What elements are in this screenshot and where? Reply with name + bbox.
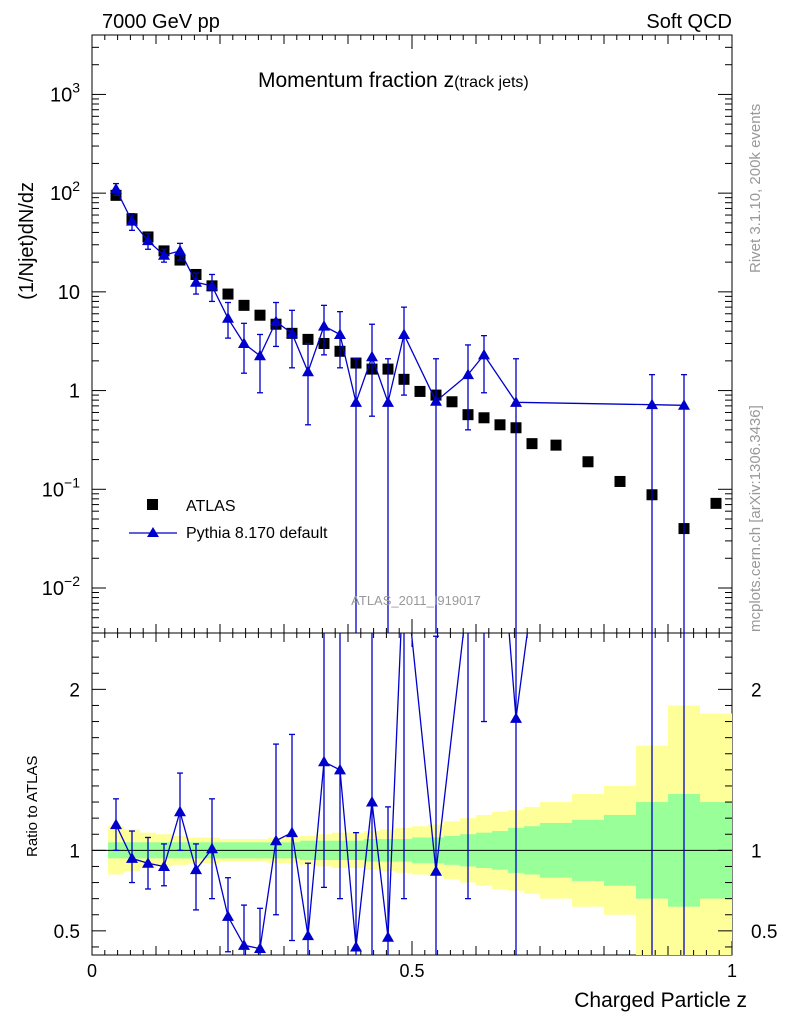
- ratio-tick-label-right: 2: [751, 680, 762, 701]
- pythia-point: [238, 337, 250, 348]
- y-tick-exponent: 2: [72, 178, 80, 194]
- pythia-point: [270, 315, 282, 327]
- atlas-point: [550, 439, 562, 451]
- ratio-tick-label-right: 1: [751, 841, 762, 862]
- y-tick-exponent: −2: [64, 573, 80, 589]
- y-axis-title: (1/Njet)dN/dz: [16, 182, 38, 300]
- x-tick-label: 0.5: [399, 961, 424, 981]
- y-tick-base: 1: [69, 381, 80, 403]
- ratio-point: [110, 818, 122, 830]
- ratio-tick-label: 1: [69, 841, 80, 862]
- atlas-point: [238, 299, 250, 311]
- ratio-point: [334, 763, 346, 775]
- y-tick-label: 103: [50, 79, 80, 106]
- energy-label: 7000 GeV pp: [102, 11, 220, 33]
- plot-title: Momentum fraction z(track jets): [258, 69, 529, 92]
- pythia-point: [254, 349, 266, 361]
- x-tick-label: 1: [727, 961, 737, 981]
- atlas-point: [526, 438, 538, 450]
- pythia-point: [222, 312, 234, 323]
- pythia-point: [478, 348, 490, 360]
- analysis-label: ATLAS_2011_I919017: [351, 593, 481, 608]
- plot-title-main: Momentum fraction z: [258, 69, 454, 92]
- y-tick-label: 102: [50, 178, 80, 205]
- atlas-point: [414, 385, 426, 397]
- pythia-point: [366, 350, 378, 362]
- ratio-pythia-clip: [110, 633, 685, 955]
- ratio-tick-label: 0.5: [54, 922, 80, 943]
- pythia-point: [430, 395, 442, 406]
- y-tick-exponent: 3: [72, 79, 80, 95]
- atlas-point: [494, 419, 506, 431]
- pythia-point: [334, 328, 346, 339]
- pythia-point: [302, 365, 314, 377]
- atlas-point: [582, 456, 594, 468]
- atlas-point: [614, 475, 626, 487]
- mcplots-label: mcplots.cern.ch [arXiv:1306.3436]: [747, 405, 764, 632]
- pythia-point: [126, 215, 138, 226]
- y-tick-base: 10: [42, 479, 64, 501]
- plot-title-sub: (track jets): [454, 74, 529, 91]
- y-tick-base: 10: [50, 183, 72, 205]
- y-tick-label: 1: [69, 381, 80, 403]
- pythia-point: [350, 396, 362, 407]
- pythia-point: [382, 396, 394, 407]
- pythia-point: [510, 396, 522, 407]
- main-frame: [91, 34, 733, 634]
- y-tick-label: 10−2: [42, 573, 80, 600]
- atlas-point: [302, 333, 314, 345]
- ratio-point: [366, 796, 378, 807]
- y-tick-base: 10: [58, 282, 80, 304]
- atlas-point: [254, 309, 266, 321]
- pythia-point: [318, 320, 330, 331]
- legend: ATLAS Pythia 8.170 default: [129, 498, 328, 542]
- y-tick-base: 10: [50, 84, 72, 106]
- atlas-point: [446, 396, 458, 408]
- ratio-axis-title: Ratio to ATLAS: [24, 756, 41, 857]
- pythia-point: [142, 234, 154, 246]
- pythia-point: [190, 276, 202, 287]
- pythia-point: [646, 398, 658, 410]
- pythia-point: [110, 183, 122, 194]
- pythia-series-line: [115, 188, 685, 406]
- legend-pythia-label: Pythia 8.170 default: [186, 525, 328, 542]
- pythia-point: [158, 249, 170, 260]
- pythia-point: [678, 399, 690, 410]
- pythia-point: [398, 328, 410, 339]
- y-tick-label: 10: [58, 282, 80, 304]
- y-tick-base: 10: [42, 578, 64, 600]
- y-tick-label: 10−1: [42, 474, 80, 501]
- x-axis-title: Charged Particle z: [574, 989, 747, 1012]
- ratio-tick-label: 2: [69, 680, 80, 701]
- atlas-point: [222, 288, 234, 300]
- legend-pythia-marker: [147, 527, 159, 537]
- atlas-point: [478, 412, 490, 424]
- ratio-point: [142, 857, 154, 868]
- rivet-label: Rivet 3.1.10, 200k events: [747, 104, 764, 273]
- ratio-tick-label-right: 0.5: [751, 922, 777, 943]
- y-tick-exponent: −1: [64, 474, 80, 490]
- x-tick-label: 0: [87, 961, 97, 981]
- legend-atlas-marker: [147, 499, 158, 510]
- ratio-point: [270, 834, 282, 846]
- pythia-point: [286, 327, 298, 338]
- legend-atlas-label: ATLAS: [186, 498, 236, 515]
- ratio-series-line: [115, 633, 528, 950]
- category-label: Soft QCD: [646, 11, 732, 33]
- pythia-point: [206, 279, 218, 291]
- pythia-point: [462, 368, 474, 380]
- atlas-point: [710, 497, 722, 509]
- pythia-point: [174, 244, 186, 256]
